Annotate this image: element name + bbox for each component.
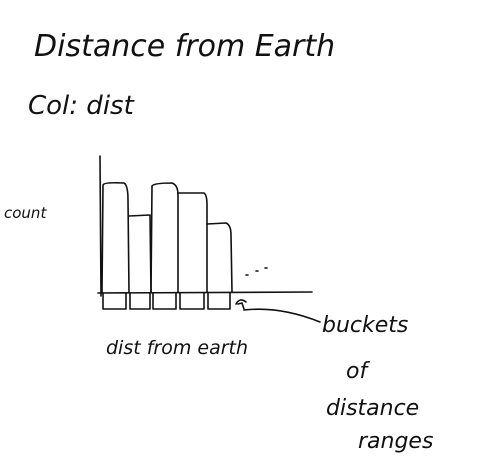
bar <box>177 192 208 293</box>
y-axis <box>99 155 102 297</box>
bar <box>101 181 130 293</box>
bucket-outlines <box>102 292 231 310</box>
arrow-line <box>243 308 321 323</box>
annotation-line: ranges <box>358 429 433 454</box>
x-axis-label: dist from earth <box>106 337 248 359</box>
y-axis-label: count <box>4 204 47 222</box>
bar <box>128 214 152 293</box>
bar <box>150 182 179 293</box>
ellipsis-dots <box>245 267 268 276</box>
annotation-line: buckets <box>322 313 408 338</box>
annotation-line: distance <box>326 396 419 421</box>
bucket-mark <box>235 299 247 310</box>
subtitle: Col: dist <box>28 91 135 121</box>
annotation-line: of <box>346 359 370 384</box>
title: Distance from Earth <box>34 29 335 64</box>
bar <box>206 222 233 293</box>
x-axis <box>97 291 313 294</box>
histogram-sketch <box>97 155 321 323</box>
